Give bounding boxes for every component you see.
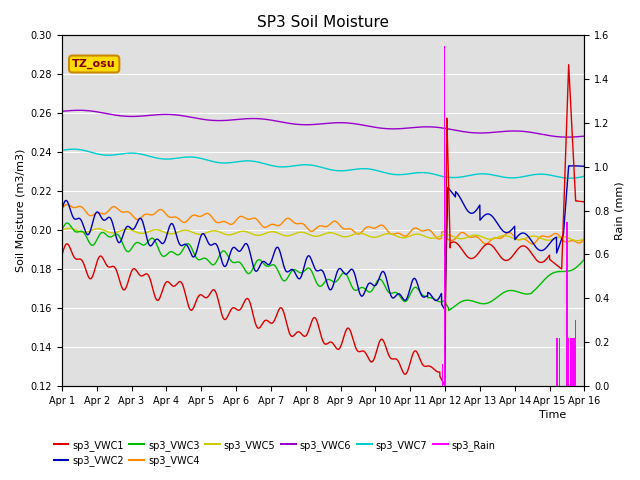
X-axis label: Time: Time <box>540 410 566 420</box>
Bar <box>442 364 444 386</box>
Bar <box>557 338 558 386</box>
Legend: sp3_VWC1, sp3_VWC2, sp3_VWC3, sp3_VWC4, sp3_VWC5, sp3_VWC6, sp3_VWC7, sp3_Rain: sp3_VWC1, sp3_VWC2, sp3_VWC3, sp3_VWC4, … <box>50 436 499 470</box>
Bar <box>568 338 570 386</box>
Bar <box>570 338 571 386</box>
Title: SP3 Soil Moisture: SP3 Soil Moisture <box>257 15 389 30</box>
Y-axis label: Soil Moisture (m3/m3): Soil Moisture (m3/m3) <box>15 149 25 272</box>
Y-axis label: Rain (mm): Rain (mm) <box>615 181 625 240</box>
Bar <box>444 46 445 386</box>
Bar <box>572 338 573 386</box>
Bar <box>559 338 560 386</box>
Bar <box>575 320 577 386</box>
Text: TZ_osu: TZ_osu <box>72 59 116 69</box>
Bar <box>566 222 568 386</box>
Bar <box>573 338 575 386</box>
